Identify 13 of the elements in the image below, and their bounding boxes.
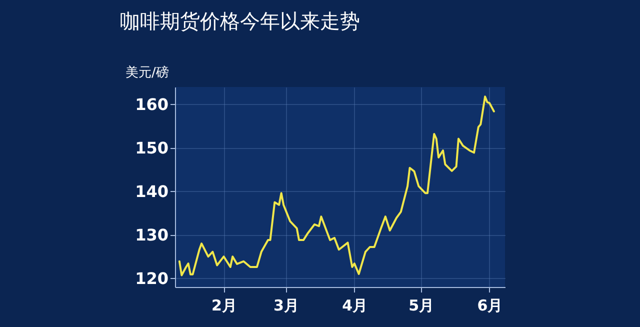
- x-tick-label: 6月: [477, 296, 503, 314]
- y-tick-label: 160: [135, 94, 168, 114]
- line-series: [178, 96, 495, 276]
- x-tick-label: 4月: [342, 296, 368, 314]
- chart-title: 咖啡期货价格今年以来走势: [120, 9, 360, 33]
- y-tick-label: 130: [135, 225, 168, 244]
- x-tick-label: 2月: [212, 296, 237, 314]
- y-axis-title: 美元/磅: [126, 64, 169, 80]
- y-tick-label: 120: [135, 268, 168, 288]
- x-tick-label: 5月: [408, 296, 434, 314]
- x-tick-label: 3月: [274, 296, 299, 314]
- y-tick-label: 150: [135, 138, 168, 158]
- y-tick-label: 140: [135, 182, 168, 201]
